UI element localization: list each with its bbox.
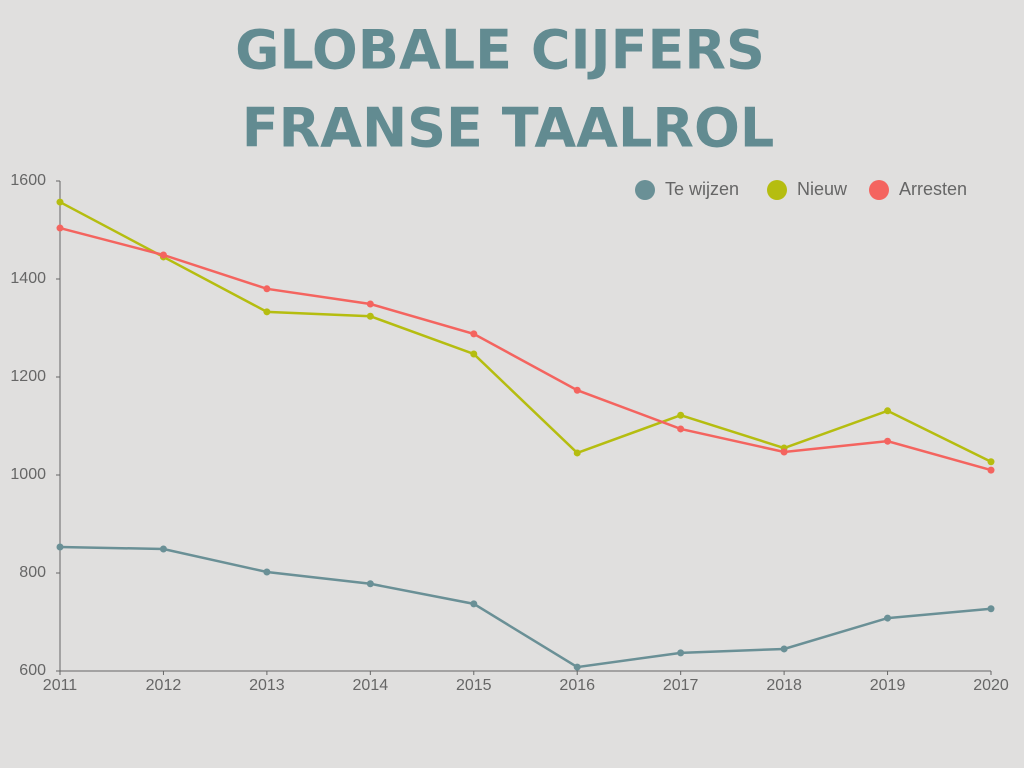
series-line bbox=[59, 200, 992, 463]
data-point bbox=[263, 568, 271, 576]
y-tick-label: 1200 bbox=[10, 368, 46, 385]
data-point bbox=[56, 543, 64, 551]
data-point bbox=[366, 580, 374, 588]
legend-label: Arresten bbox=[899, 179, 967, 199]
data-point bbox=[677, 649, 685, 657]
data-point bbox=[987, 605, 995, 613]
y-tick-label: 1400 bbox=[10, 270, 46, 287]
data-point bbox=[56, 224, 64, 232]
data-point bbox=[987, 466, 995, 474]
data-point bbox=[470, 330, 478, 338]
x-tick-label: 2012 bbox=[146, 677, 182, 694]
x-tick-label: 2015 bbox=[456, 677, 492, 694]
data-point bbox=[159, 545, 167, 553]
y-tick-label: 800 bbox=[19, 564, 46, 581]
data-point bbox=[263, 308, 271, 316]
data-point bbox=[56, 198, 64, 206]
legend-marker bbox=[869, 180, 889, 200]
data-point bbox=[159, 251, 167, 259]
legend-label: Nieuw bbox=[797, 179, 848, 199]
data-point bbox=[780, 645, 788, 653]
data-point bbox=[573, 386, 581, 394]
series-line bbox=[59, 226, 992, 472]
legend-marker bbox=[767, 180, 787, 200]
x-tick-label: 2016 bbox=[559, 677, 595, 694]
x-tick-label: 2013 bbox=[249, 677, 285, 694]
data-point bbox=[780, 448, 788, 456]
data-point bbox=[470, 600, 478, 608]
x-tick-label: 2019 bbox=[870, 677, 906, 694]
x-tick-label: 2018 bbox=[766, 677, 802, 694]
x-tick-label: 2020 bbox=[973, 677, 1009, 694]
y-tick-label: 1000 bbox=[10, 466, 46, 483]
x-tick-label: 2017 bbox=[663, 677, 699, 694]
data-point bbox=[987, 458, 995, 466]
data-point bbox=[573, 449, 581, 457]
data-point bbox=[884, 407, 892, 415]
legend-marker bbox=[635, 180, 655, 200]
data-point bbox=[884, 614, 892, 622]
chart-title: GLOBALE CIJFERS bbox=[235, 19, 765, 82]
data-point bbox=[677, 425, 685, 433]
data-point bbox=[677, 411, 685, 419]
legend-label: Te wijzen bbox=[665, 179, 739, 199]
data-point bbox=[366, 312, 374, 320]
data-point bbox=[366, 300, 374, 308]
x-tick-label: 2014 bbox=[353, 677, 389, 694]
x-tick-label: 2011 bbox=[43, 677, 78, 694]
data-point bbox=[263, 285, 271, 293]
y-tick-label: 600 bbox=[19, 662, 46, 679]
data-point bbox=[573, 663, 581, 671]
data-point bbox=[470, 350, 478, 358]
data-point bbox=[884, 437, 892, 445]
series-line bbox=[59, 545, 992, 669]
chart-title: FRANSE TAALROL bbox=[242, 97, 775, 160]
y-tick-label: 1600 bbox=[10, 172, 46, 189]
